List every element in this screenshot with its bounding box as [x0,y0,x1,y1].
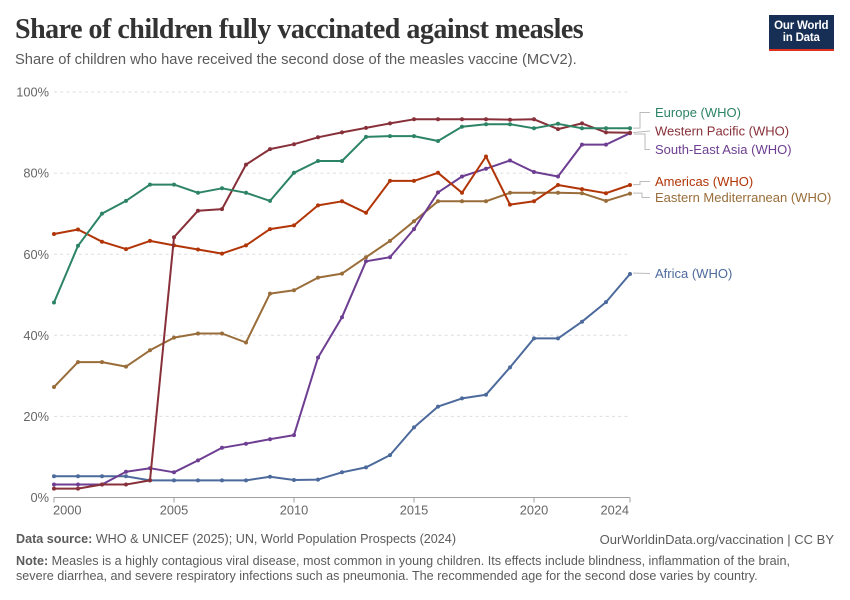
svg-text:2000: 2000 [53,503,81,518]
svg-text:2020: 2020 [520,503,548,518]
svg-text:Europe (WHO): Europe (WHO) [655,105,741,120]
svg-text:Western Pacific (WHO): Western Pacific (WHO) [655,124,789,139]
svg-text:0%: 0% [31,490,50,505]
svg-text:Africa (WHO): Africa (WHO) [655,266,732,281]
svg-text:South-East Asia (WHO): South-East Asia (WHO) [655,142,792,157]
svg-text:2024: 2024 [601,503,629,518]
svg-text:2010: 2010 [280,503,308,518]
svg-text:40%: 40% [23,328,49,343]
svg-text:20%: 20% [23,409,49,424]
svg-text:2015: 2015 [400,503,428,518]
svg-text:Eastern Mediterranean (WHO): Eastern Mediterranean (WHO) [655,190,831,205]
svg-text:Americas (WHO): Americas (WHO) [655,174,753,189]
svg-text:80%: 80% [23,166,49,181]
svg-text:100%: 100% [16,85,49,100]
svg-text:2005: 2005 [160,503,188,518]
svg-text:60%: 60% [23,247,49,262]
